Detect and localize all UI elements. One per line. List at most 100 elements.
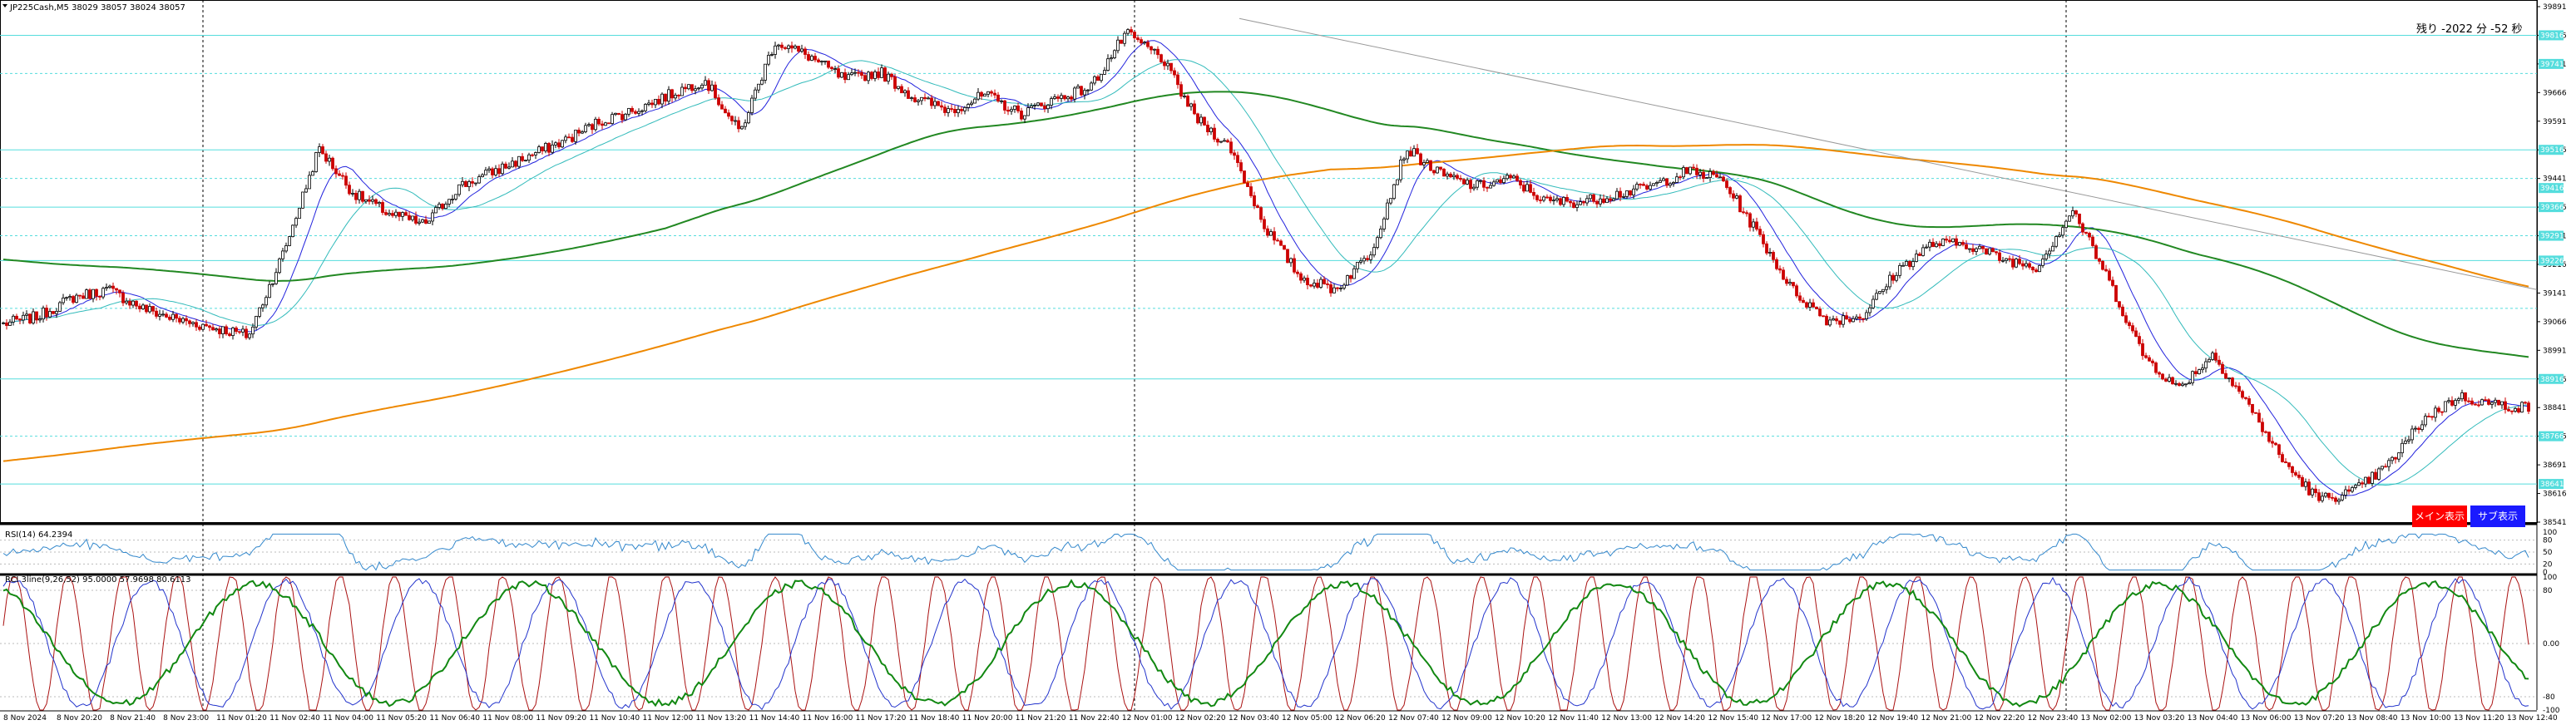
candle-body: [1316, 283, 1319, 288]
candle-body: [1805, 302, 1808, 308]
candle-body: [717, 97, 720, 106]
candle-body: [2151, 360, 2154, 363]
candle-body: [1845, 315, 1848, 320]
candle-body: [1159, 54, 1163, 62]
candle-body: [1565, 196, 1569, 202]
candle-body: [1958, 242, 1961, 246]
candle-body: [2237, 386, 2241, 392]
candle-body: [371, 199, 374, 202]
price-label: 39291: [2540, 233, 2564, 241]
candle-body: [235, 328, 238, 333]
candle-body: [324, 153, 328, 162]
candle-body: [1622, 195, 1625, 198]
candle-body: [664, 93, 667, 102]
candle-body: [2144, 355, 2148, 358]
candle-body: [1406, 150, 1409, 160]
candle-body: [88, 289, 91, 299]
candle-body: [131, 300, 135, 306]
candle-body: [1702, 171, 1705, 179]
candle-body: [1925, 246, 1928, 249]
candle-body: [168, 316, 171, 320]
candle-body: [205, 323, 208, 327]
candle-body: [1575, 204, 1579, 208]
candle-body: [1659, 180, 1662, 183]
candle-body: [158, 313, 161, 317]
candle-body: [171, 313, 175, 320]
candle-body: [1705, 177, 1708, 179]
time-tick-label: 12 Nov 03:40: [1229, 714, 1279, 722]
candle-body: [1446, 173, 1449, 177]
candle-body: [813, 56, 817, 61]
candle-body: [32, 311, 35, 323]
candle-body: [541, 146, 544, 151]
candle-body: [1416, 148, 1419, 155]
candle-body: [82, 295, 85, 299]
candle-body: [351, 193, 354, 195]
candle-body: [228, 333, 231, 337]
candle-body: [1552, 200, 1555, 202]
candle-body: [1688, 166, 1692, 175]
candle-body: [2454, 400, 2457, 406]
candle-body: [1126, 29, 1130, 34]
candle-body: [2164, 378, 2168, 382]
candle-body: [1685, 167, 1688, 175]
candle-body: [45, 308, 48, 318]
candle-body: [1935, 243, 1938, 248]
rci-tick-label: 100: [2543, 574, 2557, 582]
candle-body: [451, 199, 454, 200]
candle-body: [1096, 76, 1100, 81]
candle-body: [2497, 399, 2500, 406]
candle-body: [1509, 175, 1512, 179]
main-display-button[interactable]: メイン表示: [2412, 506, 2467, 527]
candle-body: [25, 313, 28, 316]
candle-body: [1199, 116, 1203, 124]
candle-body: [334, 168, 338, 175]
candle-body: [1881, 289, 1885, 292]
candle-body: [650, 102, 654, 106]
candle-body: [544, 143, 547, 151]
time-tick-label: 12 Nov 05:00: [1282, 714, 1332, 722]
candle-body: [670, 89, 674, 99]
candle-body: [594, 118, 597, 131]
price-label: 38916: [2540, 376, 2564, 384]
candle-body: [1436, 166, 1439, 174]
candle-body: [514, 160, 517, 167]
candle-body: [2384, 466, 2387, 468]
candle-body: [1439, 166, 1442, 170]
candle-body: [238, 331, 241, 333]
candle-body: [2424, 416, 2427, 426]
candle-body: [1452, 175, 1456, 178]
candle-body: [833, 68, 837, 71]
candle-body: [517, 155, 521, 167]
candle-body: [2490, 402, 2494, 405]
candle-body: [2071, 210, 2074, 217]
sub-display-button[interactable]: サブ表示: [2470, 506, 2525, 527]
candle-body: [1486, 186, 1489, 189]
candle-body: [135, 300, 138, 307]
candle-body: [178, 318, 181, 323]
candle-body: [2507, 409, 2510, 412]
candle-body: [2174, 382, 2178, 385]
dropdown-icon[interactable]: [2, 4, 7, 7]
candle-body: [714, 84, 717, 99]
candle-body: [384, 212, 388, 215]
time-tick-label: 11 Nov 02:40: [269, 714, 320, 722]
candle-body: [880, 67, 883, 78]
remaining-time: 残り -2022 分 -52 秒: [2416, 23, 2523, 36]
candle-body: [2098, 258, 2101, 262]
candle-body: [481, 174, 484, 177]
candle-body: [1033, 105, 1036, 106]
candle-body: [1179, 84, 1183, 97]
candle-body: [1635, 184, 1639, 190]
candle-body: [980, 91, 983, 97]
candle-body: [2021, 263, 2025, 267]
time-tick-label: 12 Nov 19:40: [1867, 714, 1918, 722]
candle-body: [847, 74, 850, 81]
candle-body: [288, 236, 291, 246]
candle-body: [890, 73, 893, 77]
main-window-frame: [0, 0, 2538, 523]
candle-body: [2420, 424, 2424, 431]
candle-body: [2214, 353, 2218, 361]
